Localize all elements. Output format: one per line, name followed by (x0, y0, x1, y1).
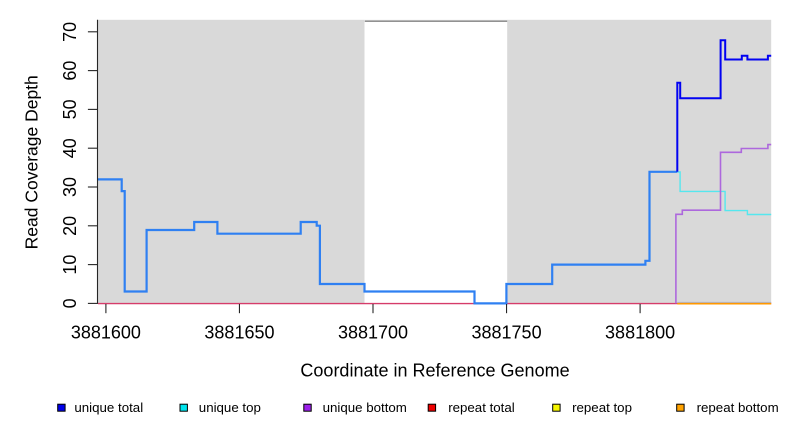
svg-text:40: 40 (60, 138, 80, 158)
svg-text:repeat bottom: repeat bottom (697, 400, 779, 415)
svg-text:repeat top: repeat top (572, 400, 632, 415)
svg-text:70: 70 (60, 22, 80, 42)
svg-text:30: 30 (60, 177, 80, 197)
svg-text:3881750: 3881750 (472, 323, 542, 343)
svg-text:60: 60 (60, 61, 80, 81)
svg-text:3881600: 3881600 (71, 323, 141, 343)
svg-text:Coordinate in Reference Genome: Coordinate in Reference Genome (300, 361, 569, 381)
svg-text:10: 10 (60, 255, 80, 275)
svg-text:Read Coverage Depth: Read Coverage Depth (22, 75, 42, 249)
svg-text:3881700: 3881700 (338, 323, 408, 343)
svg-text:unique top: unique top (199, 400, 261, 415)
svg-text:20: 20 (60, 216, 80, 236)
svg-text:unique bottom: unique bottom (323, 400, 407, 415)
svg-text:unique total: unique total (74, 400, 143, 415)
svg-text:3881650: 3881650 (204, 323, 274, 343)
svg-text:repeat total: repeat total (448, 400, 515, 415)
svg-text:0: 0 (60, 298, 80, 308)
svg-text:3881800: 3881800 (605, 323, 675, 343)
svg-text:50: 50 (60, 99, 80, 119)
